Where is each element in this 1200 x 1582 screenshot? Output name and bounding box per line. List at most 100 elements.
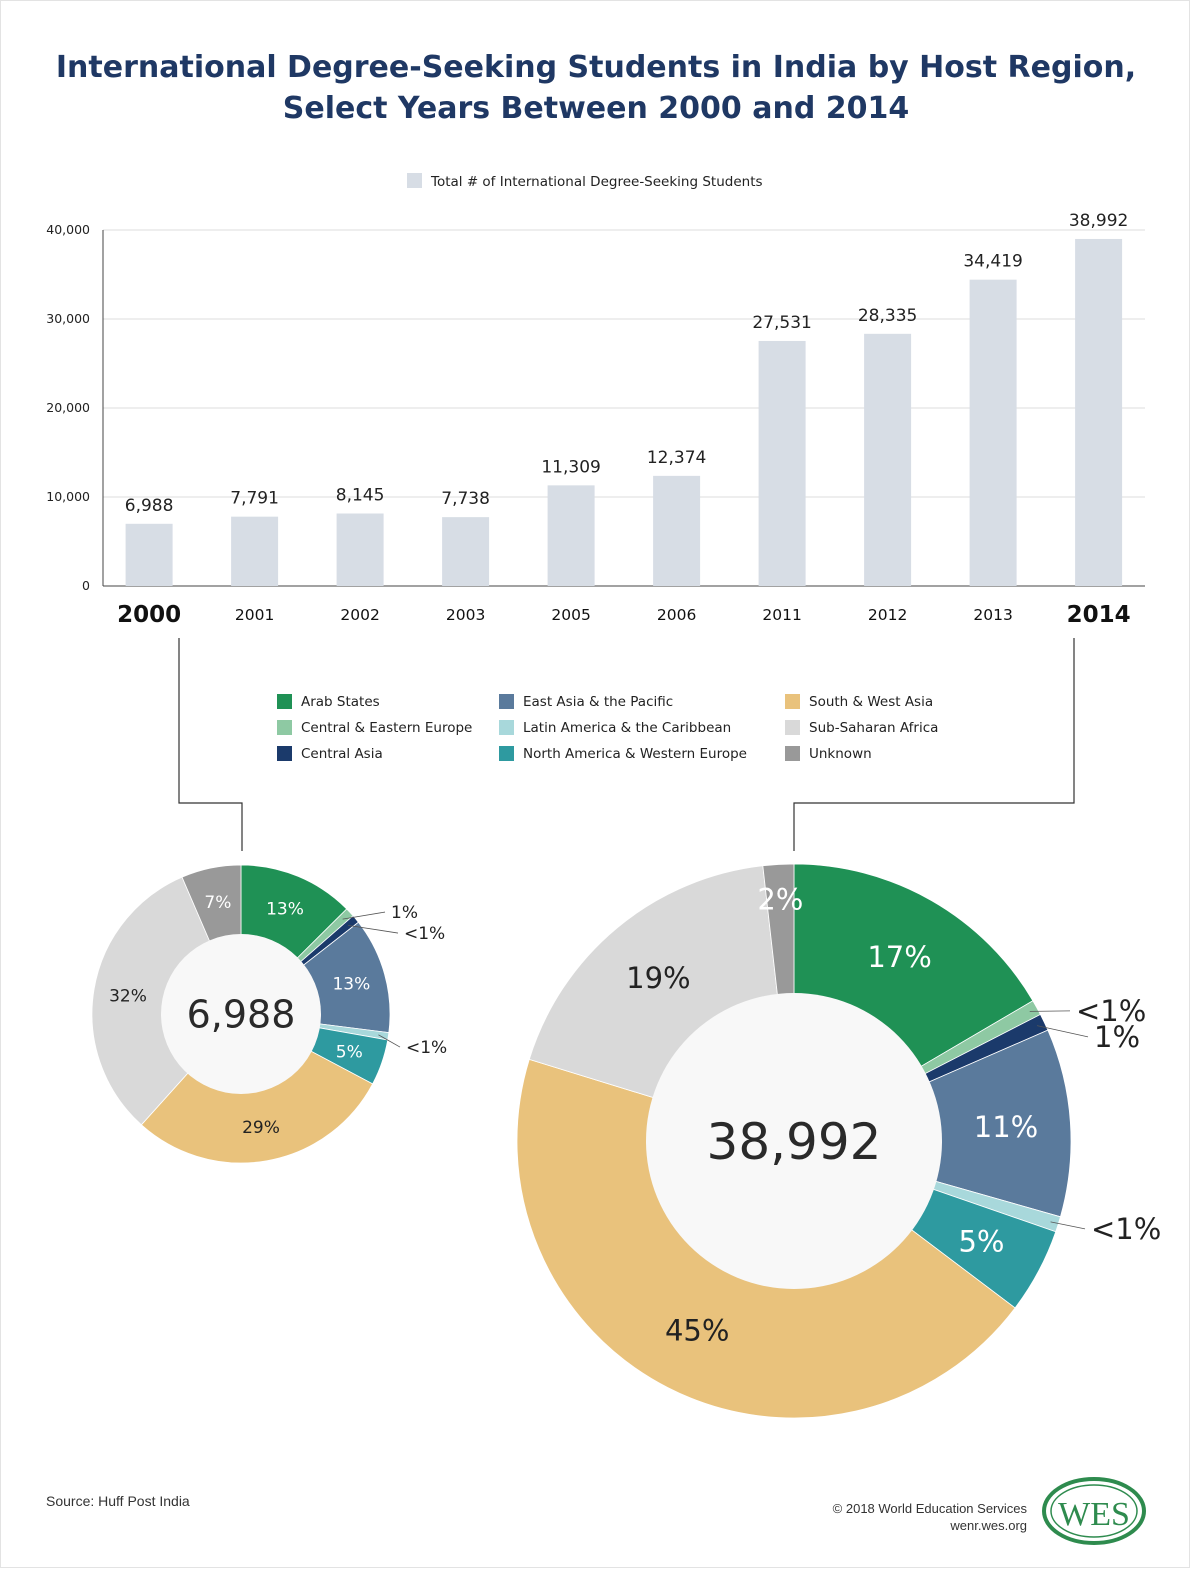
legend-label: North America & Western Europe [523,746,747,762]
bar-2003 [442,517,490,586]
slice-label: 1% [1094,1020,1140,1054]
legend-label: Arab States [301,694,380,710]
leader-line [348,924,399,934]
legend-label: South & West Asia [809,694,933,710]
bar-value-label: 7,791 [230,489,279,509]
wes-logo: WES [1042,1477,1146,1545]
bar-2014 [1075,238,1123,587]
slice-label: <1% [1091,1212,1161,1246]
legend-label: Latin America & the Caribbean [523,720,731,736]
slice-label: <1% [404,924,445,944]
chart-title: International Degree-Seeking Students in… [1,47,1191,129]
bar-value-label: 12,374 [647,448,706,468]
slice-label: <1% [406,1038,447,1058]
y-tick-label: 30,000 [46,311,90,326]
logo-ring [1042,1477,1146,1545]
donut-hole [646,993,942,1289]
y-tick-label: 10,000 [46,489,90,504]
region-legend: Arab States Central & Eastern Europe Centr… [277,694,938,762]
bar-value-label: 27,531 [752,313,811,333]
leader-line [1036,1025,1089,1038]
bar-2013 [969,279,1017,586]
slice-label: 1% [391,903,418,923]
legend-label: Unknown [809,746,872,762]
bar-value-label: 38,992 [1069,211,1128,231]
slice-label: <1% [1076,994,1146,1028]
legend-label: East Asia & the Pacific [523,694,673,710]
bar-2001 [231,516,279,586]
legend-swatch [785,720,800,735]
x-tick-label: 2006 [657,606,696,624]
bar-value-label: 11,309 [541,457,600,477]
bar-value-label: 6,988 [125,496,174,516]
legend-swatch [277,694,292,709]
slice-label: 5% [336,1042,363,1062]
bar-value-label: 28,335 [858,306,917,326]
bar-2011 [758,340,806,586]
slice-label: 7% [204,893,231,913]
x-tick-label: 2014 [1067,602,1131,628]
slice-label: 2% [757,882,803,916]
slice-label: 13% [266,899,304,919]
source-note: Source: Huff Post India [46,1493,190,1509]
donut-hole [161,934,321,1094]
copyright-text: © 2018 World Education Services [832,1501,1027,1516]
x-tick-label: 2000 [117,602,181,628]
legend-swatch [499,694,514,709]
x-tick-label: 2011 [762,606,801,624]
title-line-2: Select Years Between 2000 and 2014 [282,91,910,126]
site-url: wenr.wes.org [950,1518,1027,1533]
legend-swatch [277,746,292,761]
slice-label: 45% [665,1314,729,1348]
x-tick-label: 2012 [868,606,907,624]
slice-label: 19% [626,961,690,995]
bar-2002 [336,513,384,586]
x-tick-label: 2003 [446,606,485,624]
leader-line [342,911,386,920]
leader-line [378,1034,401,1048]
donut-center-total: 38,992 [707,1113,882,1171]
legend-label: Sub-Saharan Africa [809,720,938,736]
connector-lines [178,638,1075,851]
slice-label: 29% [242,1118,280,1138]
legend-swatch [785,694,800,709]
leader-line [1050,1221,1086,1230]
footer-credits: © 2018 World Education Services wenr.wes… [833,1500,1027,1534]
bar-value-label: 7,738 [441,489,490,509]
bar-2006 [653,475,701,586]
leader-line [1029,1010,1071,1012]
title-line-1: International Degree-Seeking Students in… [55,50,1137,85]
legend-swatch [499,720,514,735]
bar-2012 [864,333,912,586]
bar-2005 [547,485,595,586]
connector-2000 [178,638,243,851]
y-tick-label: 0 [82,578,90,593]
bar-value-label: 8,145 [336,486,385,506]
x-tick-label: 2013 [973,606,1012,624]
bar-legend-label: Total # of International Degree-Seeking … [430,174,763,190]
legend-label: Central & Eastern Europe [301,720,472,736]
slice-label: 13% [332,975,370,995]
legend-swatch [277,720,292,735]
slice-label: 11% [974,1110,1038,1144]
donut-center-total: 6,988 [187,993,296,1037]
slice-label: 32% [109,987,147,1007]
legend-label: Central Asia [301,746,383,762]
x-tick-label: 2005 [551,606,590,624]
x-tick-label: 2002 [340,606,379,624]
legend-swatch [785,746,800,761]
bar-value-label: 34,419 [963,252,1022,272]
x-tick-label: 2001 [235,606,274,624]
y-tick-label: 20,000 [46,400,90,415]
legend-swatch [499,746,514,761]
slice-label: 5% [958,1224,1004,1258]
connector-2014 [793,638,1075,851]
bar-legend: Total # of International Degree-Seeking … [407,173,763,190]
bar-chart: 0 10,000 20,000 30,000 40,000 6,988 2000 7,791 2… [46,211,1145,628]
bar-2000 [125,523,173,586]
bar-legend-swatch [407,173,422,188]
